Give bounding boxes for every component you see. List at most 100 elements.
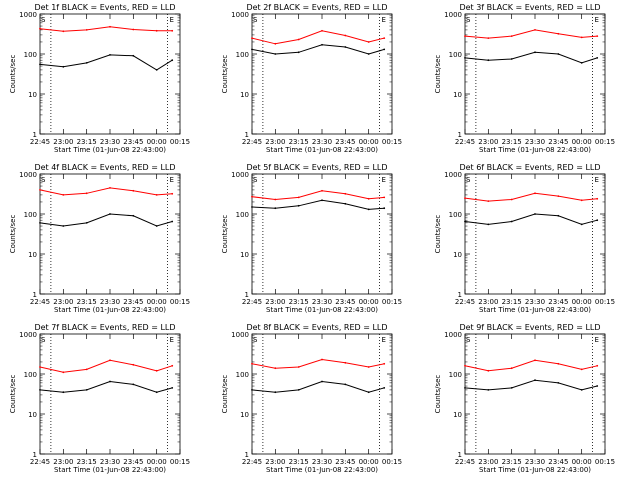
data-point-lld (62, 30, 65, 33)
series-line-events (39, 213, 173, 227)
data-point-lld (297, 38, 300, 41)
x-tick-label: 23:45 (335, 138, 355, 146)
series-line-events (39, 54, 173, 71)
x-tick-label: 23:00 (53, 298, 73, 306)
data-point-lld (580, 36, 583, 39)
y-axis-label: Counts/sec (9, 215, 17, 254)
x-tick-label: 22:45 (242, 138, 262, 146)
data-point-lld (487, 37, 490, 39)
data-point-lld (85, 192, 88, 195)
y-tick-label: 1000 (231, 171, 249, 179)
x-tick-label: 23:00 (265, 298, 285, 306)
data-point-events (155, 391, 158, 394)
data-point-events (534, 379, 536, 382)
data-point-events (596, 219, 599, 222)
y-tick-label: 10 (240, 91, 249, 99)
plot-frame (251, 173, 393, 295)
data-point-events (464, 57, 466, 59)
x-tick-label: 22:45 (455, 298, 475, 306)
series-line-events (251, 44, 385, 55)
data-point-events (274, 207, 277, 210)
data-point-events (297, 204, 300, 207)
plot-panel-det-4: Det 4f BLACK = Events, RED = LLD 1 10 100 10… (9, 163, 190, 314)
data-point-lld (109, 187, 111, 189)
data-point-lld (274, 198, 277, 201)
x-tick-label: 22:45 (242, 298, 262, 306)
end-marker-label: E (595, 16, 599, 24)
data-point-lld (367, 366, 370, 368)
end-marker-label: E (170, 336, 174, 344)
panel-title: Det 1f BLACK = Events, RED = LLD (34, 3, 175, 12)
y-tick-label: 100 (236, 211, 249, 219)
data-point-lld (109, 359, 111, 362)
x-tick-label: 23:15 (502, 458, 522, 466)
start-marker-label: S (41, 336, 46, 344)
x-tick-label: 23:30 (525, 298, 545, 306)
x-tick-label: 23:30 (312, 298, 332, 306)
data-point-lld (510, 35, 513, 37)
x-axis-label: Start Time (01-Jun-08 22:43:00) (479, 466, 591, 474)
data-point-lld (274, 367, 277, 370)
start-marker-label: S (253, 176, 258, 184)
data-point-lld (171, 29, 174, 32)
y-tick-label: 100 (24, 211, 37, 219)
plot-panel-det-7: Det 7f BLACK = Events, RED = LLD 1 10 100 10… (9, 323, 190, 474)
y-tick-label: 100 (24, 51, 37, 59)
y-axis-label: Counts/sec (9, 55, 17, 94)
data-point-events (171, 220, 174, 223)
data-point-events (321, 43, 323, 46)
panel-title: Det 9f BLACK = Events, RED = LLD (459, 323, 600, 332)
plot-panel-det-2: Det 2f BLACK = Events, RED = LLD 1 10 100 10… (221, 3, 402, 154)
data-point-events (487, 389, 490, 391)
x-tick-label: 23:00 (478, 458, 498, 466)
data-point-lld (132, 28, 135, 31)
x-tick-label: 23:45 (123, 458, 143, 466)
x-tick-label: 23:00 (53, 458, 73, 466)
data-point-lld (321, 189, 323, 192)
x-tick-label: 23:15 (502, 298, 522, 306)
x-tick-label: 00:00 (147, 138, 167, 146)
x-axis-label: Start Time (01-Jun-08 22:43:00) (54, 306, 166, 314)
plot-panel-det-8: Det 8f BLACK = Events, RED = LLD 1 10 100 10… (221, 323, 402, 474)
panel-title: Det 7f BLACK = Events, RED = LLD (34, 323, 175, 332)
panel-title: Det 3f BLACK = Events, RED = LLD (459, 3, 600, 12)
start-marker-label: S (466, 176, 471, 184)
data-point-lld (85, 368, 88, 371)
data-point-events (510, 387, 513, 389)
y-tick-label: 1 (33, 131, 37, 139)
data-point-lld (580, 199, 583, 202)
data-point-events (464, 387, 466, 389)
x-tick-label: 23:30 (312, 458, 332, 466)
end-marker-label: E (595, 176, 599, 184)
data-point-lld (321, 358, 323, 361)
x-tick-label: 00:00 (359, 138, 379, 146)
data-point-events (367, 391, 370, 394)
x-tick-label: 00:15 (382, 458, 402, 466)
data-point-lld (487, 200, 490, 203)
panel-title: Det 4f BLACK = Events, RED = LLD (34, 163, 175, 172)
plot-frame (464, 173, 606, 295)
data-point-lld (321, 29, 323, 32)
x-tick-label: 23:45 (548, 138, 568, 146)
y-tick-label: 10 (240, 411, 249, 419)
data-point-lld (344, 361, 347, 364)
y-tick-label: 1 (245, 291, 249, 299)
x-axis-label: Start Time (01-Jun-08 22:43:00) (479, 146, 591, 154)
data-point-lld (297, 366, 300, 368)
data-point-lld (557, 195, 560, 198)
data-point-events (557, 214, 560, 217)
data-point-lld (596, 364, 599, 367)
x-tick-label: 00:15 (595, 138, 615, 146)
data-point-events (85, 222, 88, 224)
data-point-events (534, 51, 536, 54)
data-point-lld (580, 368, 583, 371)
plot-frame (39, 13, 181, 135)
data-point-events (557, 53, 560, 55)
series-line-events (251, 380, 385, 393)
x-tick-label: 23:45 (335, 298, 355, 306)
series-line-events (464, 213, 598, 225)
data-point-events (274, 391, 277, 394)
start-marker-label: S (466, 16, 471, 24)
data-point-lld (510, 367, 513, 370)
start-marker-label: S (41, 16, 46, 24)
